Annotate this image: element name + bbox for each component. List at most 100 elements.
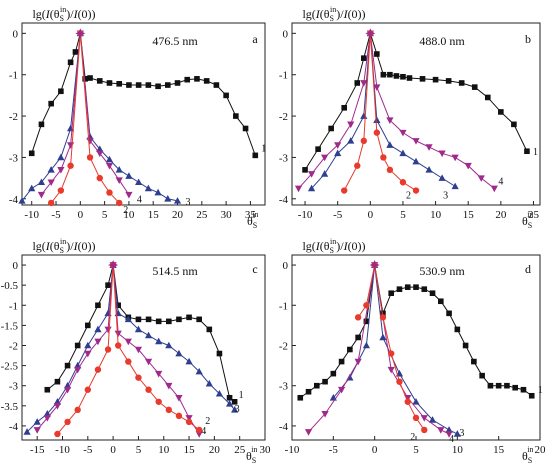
data-point — [487, 382, 494, 389]
data-point — [387, 366, 395, 374]
xlabel-sub: S — [253, 221, 257, 230]
data-point — [379, 314, 387, 321]
data-point — [166, 318, 172, 325]
x-tick-label: 15 — [493, 444, 505, 456]
data-point — [184, 76, 191, 83]
data-point — [87, 75, 93, 81]
x-tick-label: -10 — [298, 209, 313, 221]
data-point — [315, 146, 321, 152]
data-point — [74, 342, 81, 349]
data-point — [347, 121, 355, 129]
y-tick-label: -2 — [279, 340, 288, 352]
data-point — [67, 162, 74, 169]
data-point — [328, 125, 334, 132]
data-point — [186, 314, 192, 321]
xlabel-part: θ — [522, 214, 528, 228]
data-point — [115, 177, 123, 184]
data-point — [176, 316, 182, 323]
data-point — [412, 138, 420, 145]
data-point — [174, 80, 181, 86]
ylabel-sub: S — [330, 14, 334, 23]
data-point — [84, 341, 92, 349]
data-point — [47, 199, 55, 207]
data-point — [354, 314, 362, 321]
data-point — [454, 326, 461, 333]
series-line — [50, 33, 120, 204]
data-point — [165, 382, 173, 390]
ylabel-part: lg( — [302, 7, 315, 21]
panel-c: -15 -10 -5 0 5 10 15 20 25 30 0 -0.5 -1 -1.5 -2 -2.5 -3 -… — [1, 237, 271, 465]
data-point — [388, 350, 395, 357]
data-point — [33, 418, 41, 425]
data-point — [215, 389, 224, 397]
series-3: 3 — [23, 261, 240, 435]
data-point — [155, 370, 163, 378]
y-tick-label: 0 — [283, 260, 289, 272]
data-point — [47, 166, 55, 173]
data-point — [54, 378, 61, 385]
data-point — [185, 418, 193, 426]
data-point — [96, 78, 103, 84]
x-tick-label: 10 — [158, 444, 170, 456]
data-point — [477, 175, 485, 182]
peak-marker — [369, 260, 380, 271]
y-tick-label: -4 — [9, 194, 19, 206]
data-point — [354, 358, 362, 366]
data-point — [195, 367, 203, 375]
data-point — [425, 166, 433, 173]
x-tick-label: 5 — [413, 444, 419, 456]
data-point — [114, 330, 122, 338]
x-tick-label: -5 — [83, 444, 93, 456]
ylabel-sub: S — [60, 14, 64, 23]
data-point — [252, 152, 259, 159]
data-point — [154, 188, 162, 196]
x-tick-label: 15 — [184, 444, 196, 456]
panel-letter: d — [525, 262, 531, 276]
ylabel-part: I — [343, 7, 349, 21]
data-point — [406, 75, 413, 81]
series-2: 2 — [47, 30, 128, 216]
y-axis-label: lg(I(θSin)/I(0)) — [32, 237, 95, 255]
series-line — [298, 33, 495, 189]
data-point — [94, 325, 102, 333]
data-point — [155, 83, 161, 90]
data-point — [105, 155, 114, 163]
x-tick-label: -10 — [285, 444, 300, 456]
data-point — [194, 76, 200, 82]
y-axis-label: lg(I(θSin)/I(0)) — [302, 237, 365, 255]
data-point — [462, 342, 469, 349]
panel-letter: a — [252, 32, 258, 46]
data-point — [135, 178, 143, 186]
data-point — [504, 382, 510, 389]
panel-letter: b — [525, 32, 531, 46]
data-point — [330, 370, 337, 377]
data-point — [231, 398, 238, 405]
data-point — [96, 174, 103, 182]
data-point — [135, 316, 142, 323]
y-tick-label: -3 — [9, 381, 19, 393]
data-point — [175, 412, 183, 420]
data-point — [125, 191, 133, 199]
series-line — [36, 265, 200, 435]
data-point — [124, 315, 132, 323]
data-point — [164, 194, 172, 202]
data-point — [490, 185, 498, 193]
x-tick-label: -5 — [51, 209, 61, 221]
data-point — [165, 406, 173, 414]
data-point — [155, 318, 162, 325]
series-line — [311, 33, 456, 189]
data-point — [48, 100, 54, 107]
x-tick-label: 20 — [209, 444, 221, 456]
ylabel-part: lg( — [302, 239, 315, 253]
ylabel-sup: in — [60, 5, 66, 14]
data-point — [412, 414, 420, 422]
data-point — [338, 386, 346, 394]
data-point — [528, 392, 535, 399]
data-point — [124, 338, 132, 346]
series-label: 3 — [235, 404, 240, 415]
data-point — [223, 92, 229, 99]
xlabel-part: θ — [246, 449, 252, 463]
data-point — [445, 426, 453, 433]
data-point — [512, 384, 518, 391]
data-point — [511, 121, 517, 128]
